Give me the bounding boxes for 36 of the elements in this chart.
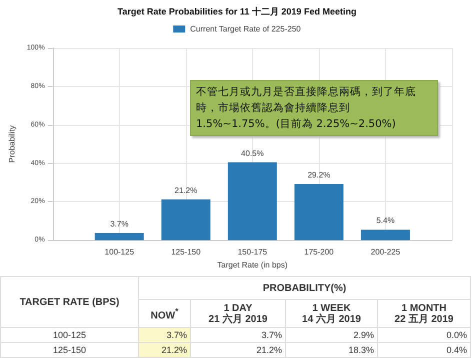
x-tick-label: 100-125: [104, 248, 135, 257]
text: 21.2%: [161, 345, 187, 355]
data-label: 5.4%: [376, 216, 395, 226]
x-tick-label: 150-175: [238, 248, 268, 257]
category-label: 1 DAY 21 六月 2019: [190, 300, 286, 328]
bar: [360, 230, 410, 240]
text: 0.4%: [446, 345, 468, 355]
text: 2.9%: [353, 330, 374, 340]
data-label: 29.2%: [308, 170, 330, 180]
x-tick-label: 125-150: [171, 248, 202, 257]
chart-title: Target Rate Probabilities for 11 十二月 2019 Fed Meeting: [118, 6, 356, 16]
text: PROBABILITY(%): [138, 276, 471, 300]
text: 21.2%: [256, 345, 282, 355]
legend-label: Current Target Rate of 225-250: [190, 24, 302, 34]
text: 3.7%: [261, 330, 282, 340]
data-label: 21.2%: [174, 186, 198, 195]
text: 3.7%: [166, 330, 187, 340]
bar: [294, 184, 344, 240]
x-tick-label: 200-225: [370, 248, 401, 257]
text: TARGET RATE (BPS): [0, 276, 138, 328]
category-label: 1 MONTH 22 五月 2019: [378, 300, 471, 328]
text: 18.3%: [348, 345, 374, 355]
data-label: 40.5%: [241, 148, 264, 158]
bar: [94, 232, 144, 240]
x-axis-title: Target Rate (in bps): [217, 260, 288, 270]
bar: [161, 199, 210, 240]
category-label: 125-150: [52, 345, 86, 355]
category-label: 1 WEEK 14 六月 2019: [286, 300, 378, 328]
category-label: NOW$^{*}$: [138, 300, 190, 328]
text: 0.0%: [446, 330, 468, 340]
bar: [228, 162, 277, 240]
x-tick-label: 175-200: [304, 248, 334, 257]
category-label: 100-125: [52, 330, 86, 340]
annotation: 不管七月或九月是否直接降息兩碼，到了年底時，市場依舊認為會持續降息到 1.5%~1.75%。(目前為 2.25%~2.50%): [190, 80, 438, 136]
y-axis-title: Probability: [8, 125, 16, 163]
data-label: 3.7%: [110, 219, 128, 228]
